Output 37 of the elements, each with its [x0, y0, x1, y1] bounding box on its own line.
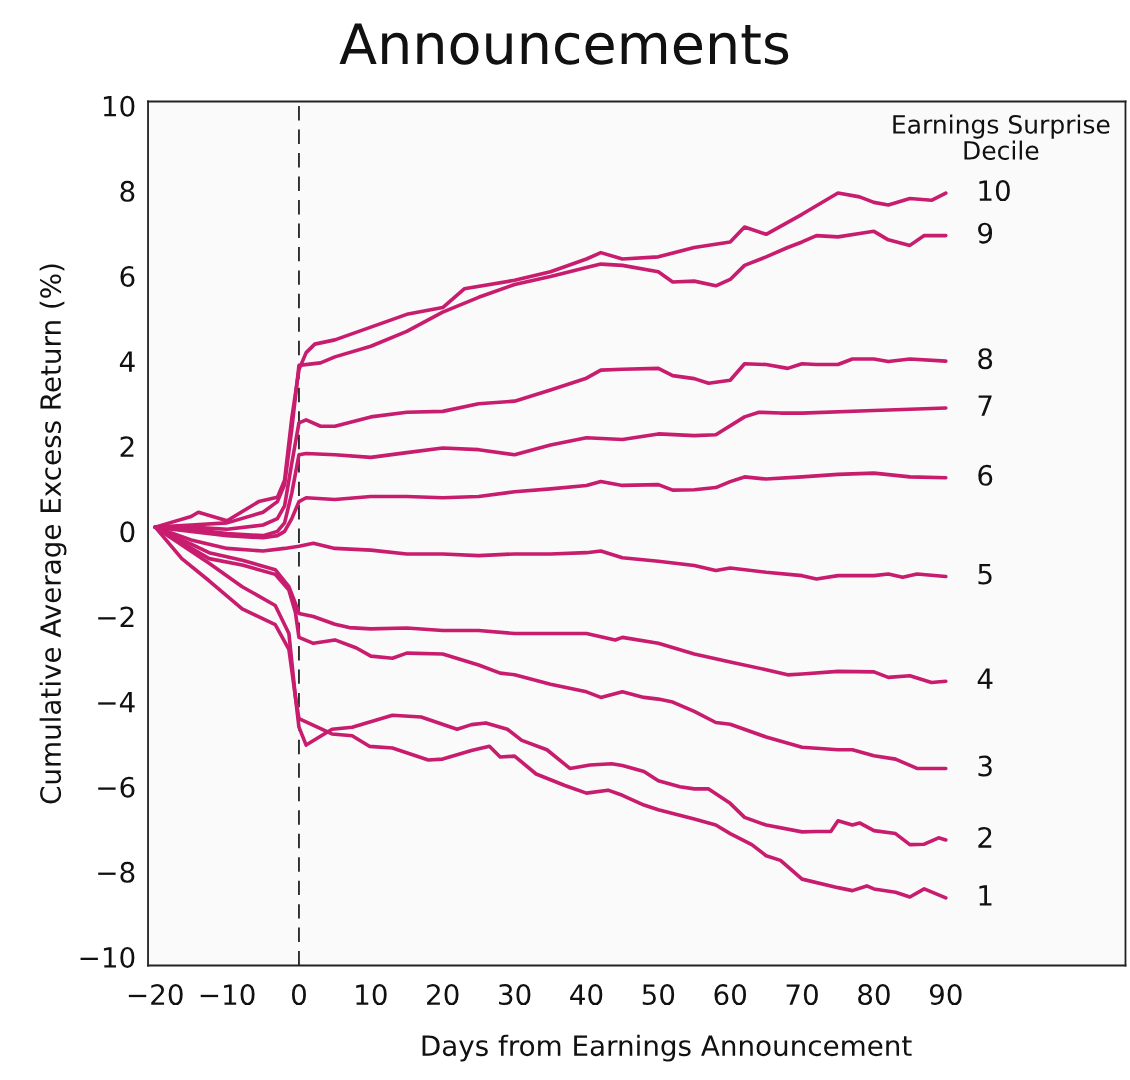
- y-tick-label: 8: [120, 180, 135, 202]
- x-tick-label: 70: [786, 984, 818, 1006]
- series-label: 6: [978, 464, 993, 486]
- series-label: 1: [979, 885, 992, 906]
- legend-title: Earnings Surprise Decile: [893, 114, 1110, 160]
- x-tick-label: 90: [929, 984, 962, 1006]
- series-label: 3: [978, 755, 992, 777]
- y-tick-label: 10: [103, 95, 135, 117]
- y-tick-label: 0: [120, 521, 135, 543]
- y-tick-label: 6: [120, 265, 135, 287]
- y-tick-label: −6: [98, 776, 135, 798]
- x-tick-label: 50: [642, 984, 675, 1006]
- y-axis-title: Cumulative Average Excess Return (%): [39, 264, 67, 804]
- x-tick-label: 20: [427, 984, 459, 1006]
- series-label: 4: [977, 668, 993, 689]
- y-tick-label: −8: [98, 861, 135, 883]
- series-label: 2: [978, 827, 992, 848]
- series-label: 7: [978, 395, 992, 416]
- y-tick-label: −4: [98, 691, 135, 713]
- y-tick-label: −2: [98, 606, 134, 628]
- x-tick-label: 10: [356, 984, 387, 1006]
- y-tick-label: −10: [80, 946, 135, 968]
- series-label: 9: [978, 222, 993, 244]
- chart-title: Announcements: [339, 23, 789, 65]
- x-tick-label: 30: [499, 984, 531, 1006]
- series-label: 10: [979, 180, 1010, 202]
- series-label: 5: [978, 563, 992, 585]
- x-tick-label: 40: [570, 984, 603, 1006]
- x-tick-label: 80: [858, 984, 890, 1006]
- x-tick-label: 60: [714, 984, 747, 1006]
- series-label: 8: [978, 348, 993, 370]
- x-axis-title: Days from Earnings Announcement: [422, 1034, 912, 1062]
- x-tick-label: −10: [200, 984, 255, 1006]
- x-tick-label: 0: [291, 984, 306, 1006]
- y-tick-label: 4: [119, 351, 135, 372]
- x-tick-label: −20: [128, 984, 183, 1006]
- y-tick-label: 2: [120, 436, 134, 457]
